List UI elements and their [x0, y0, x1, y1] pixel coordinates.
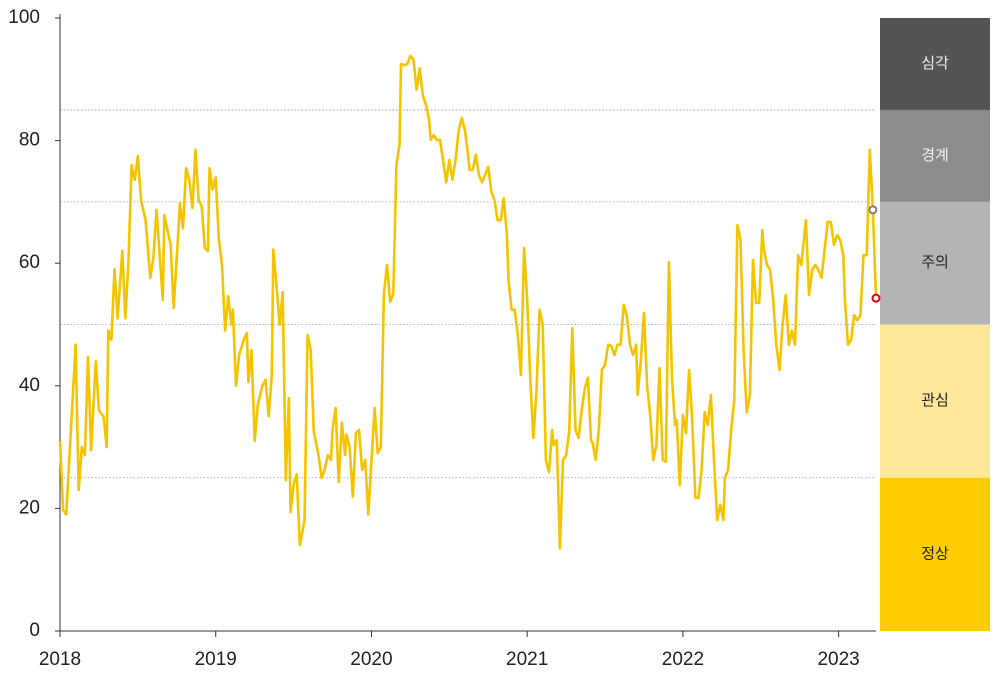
highlight-point	[868, 205, 878, 215]
band	[880, 324, 990, 478]
band-label: 정상	[921, 545, 949, 562]
y-tick-label: 0	[29, 620, 40, 641]
band	[880, 18, 990, 110]
highlight-point	[871, 293, 881, 303]
band	[880, 477, 990, 631]
band-label: 경계	[921, 147, 949, 164]
x-tick-label: 2022	[662, 649, 704, 670]
x-tick-label: 2019	[195, 649, 237, 670]
x-tick-label: 2020	[350, 649, 392, 670]
y-tick-label: 40	[19, 375, 40, 396]
y-tick-label: 20	[19, 497, 40, 518]
band-label: 주의	[921, 254, 949, 271]
y-tick-label: 100	[8, 7, 40, 28]
x-tick-label: 2018	[39, 649, 81, 670]
x-tick-label: 2023	[817, 649, 859, 670]
series-line	[58, 54, 878, 550]
y-tick-label: 80	[19, 130, 40, 151]
y-tick-label: 60	[19, 252, 40, 273]
x-tick-label: 2021	[506, 649, 548, 670]
band-label: 관심	[921, 392, 949, 409]
band-label: 심각	[921, 55, 949, 72]
band	[880, 109, 990, 202]
band	[880, 201, 990, 325]
